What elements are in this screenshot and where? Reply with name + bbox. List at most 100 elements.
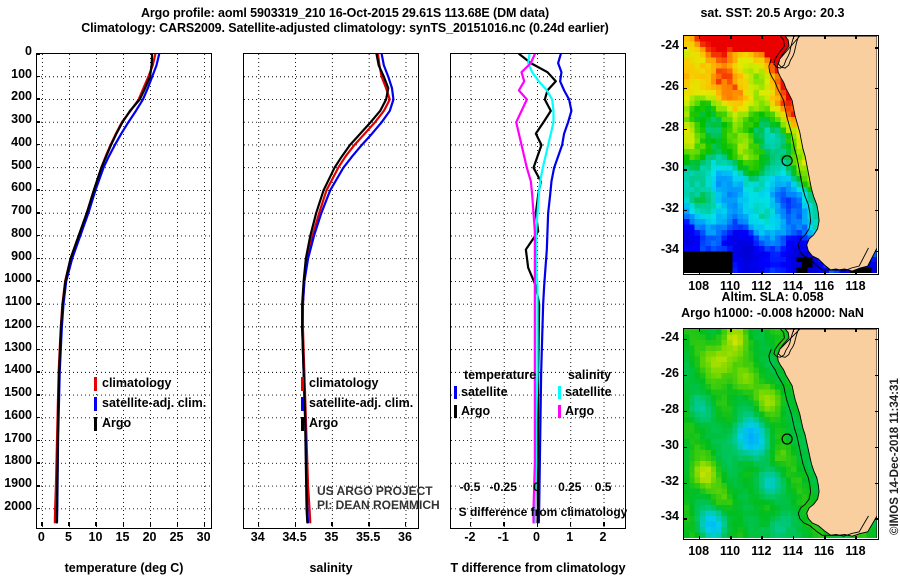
sst-map-lon-tick-112 — [761, 271, 763, 275]
sla-map-lat-tick--32 — [683, 482, 687, 484]
depth-tick-label-100: 100 — [11, 66, 32, 81]
temperature-legend-label-1: satellite-adj. clim. — [102, 395, 207, 410]
tdiff-tick-label--2: -2 — [464, 530, 476, 544]
depth-tick-1300 — [36, 348, 40, 351]
sst-map-lon-tick-110 — [730, 271, 732, 275]
sst-map-lon-label-112: 112 — [751, 279, 772, 293]
difference-salinity-axis-label: S difference from climatology — [458, 505, 628, 519]
temperature-tick-0 — [41, 522, 43, 526]
depth-tick-1800 — [36, 462, 40, 464]
depth-tick-1900 — [36, 485, 40, 487]
temperature-axis-label: temperature (deg C) — [64, 561, 184, 575]
depth-tick-label-1000: 1000 — [4, 271, 32, 286]
sla-map-title-line1: Altim. SLA: 0.058 — [721, 290, 824, 304]
sla-map-title-line2: Argo h1000: -0.008 h2000: NaN — [681, 306, 864, 320]
tdiff-tick--1 — [503, 522, 505, 526]
depth-tick-label-700: 700 — [11, 203, 32, 218]
diff-legend-sal-swatch-0 — [558, 385, 561, 399]
sla-map-lon-label-110: 110 — [719, 544, 741, 558]
difference-panel — [450, 53, 626, 529]
temperature-tick-label-10: 10 — [88, 530, 103, 544]
sla-map-lat-label--34: -34 — [660, 509, 679, 524]
depth-tick-2000 — [36, 507, 40, 510]
temperature-tick-label-5: 5 — [64, 530, 72, 544]
sst-map-lat-tick--34 — [683, 250, 687, 253]
temperature-tick-label-30: 30 — [196, 530, 211, 544]
figure-title-line2: Climatology: CARS2009. Satellite-adjuste… — [81, 21, 609, 35]
depth-tick-200 — [36, 98, 40, 100]
sdiff-tick-label-0: -0.5 — [459, 480, 481, 494]
depth-tick-500 — [36, 166, 40, 169]
sst-map-lon-tick-116 — [824, 271, 826, 275]
temperature-panel — [36, 53, 212, 529]
salinity-legend-swatch-1 — [301, 396, 304, 411]
diff-legend-temp-swatch-0 — [454, 385, 457, 399]
sst-map-lon-tick-top-110 — [730, 35, 732, 39]
sst-map-canvas — [684, 36, 877, 273]
depth-tick-1100 — [36, 303, 40, 305]
salinity-legend-label-2: Argo — [309, 415, 339, 430]
temperature-tick-30 — [203, 522, 206, 526]
salinity-legend-label-0: climatology — [309, 375, 379, 390]
temperature-tick-5 — [68, 522, 70, 526]
sla-map-lat-tick--24 — [683, 338, 687, 341]
temperature-tick-label-15: 15 — [115, 530, 130, 544]
depth-tick-1400 — [36, 371, 40, 373]
sla-map-lon-tick-118 — [855, 536, 857, 540]
depth-tick-label-400: 400 — [11, 134, 32, 149]
sla-map-lon-label-108: 108 — [688, 544, 710, 558]
temperature-plot-canvas — [37, 54, 210, 527]
salinity-legend-swatch-2 — [301, 416, 304, 431]
sst-map-lat-tick-right--24 — [875, 47, 879, 49]
sla-map-lat-tick--34 — [683, 518, 687, 520]
sst-map-lat-label--34: -34 — [660, 241, 679, 256]
sdiff-tick-label-3: 0.25 — [558, 480, 582, 494]
us-argo-project-credit: US ARGO PROJECT — [317, 483, 433, 498]
tdiff-tick-1 — [569, 522, 572, 526]
salinity-legend-label-1: satellite-adj. clim. — [309, 395, 414, 410]
salinity-tick-36 — [404, 522, 407, 526]
depth-tick-label-200: 200 — [11, 89, 32, 104]
sla-map-lat-tick-right--32 — [875, 482, 879, 484]
depth-tick-0 — [36, 53, 40, 55]
sst-map-lon-label-114: 114 — [782, 279, 803, 293]
diff-legend-temp-label-1: Argo — [461, 403, 491, 418]
sst-map-lat-tick-right--30 — [875, 169, 879, 171]
temperature-tick-label-0: 0 — [37, 530, 45, 544]
sla-map-lon-tick-top-116 — [824, 328, 826, 332]
sla-map-lat-tick-right--34 — [875, 518, 879, 520]
depth-tick-label-1900: 1900 — [4, 476, 32, 491]
depth-tick-label-1500: 1500 — [4, 385, 32, 400]
temperature-tick-label-25: 25 — [169, 530, 184, 544]
sla-map-lon-tick-108 — [698, 536, 701, 540]
sst-map-lat-label--24: -24 — [660, 38, 679, 53]
tdiff-tick-label-2: 2 — [599, 530, 607, 544]
depth-tick-900 — [36, 257, 40, 260]
sst-map-lat-tick-right--34 — [875, 250, 879, 253]
sst-map-lon-label-108: 108 — [688, 279, 710, 293]
sla-map-panel — [683, 328, 879, 540]
difference-axis-label: T difference from climatology — [450, 561, 626, 575]
sla-map-lon-tick-top-110 — [730, 328, 732, 332]
diff-legend-sal-label-1: Argo — [565, 403, 595, 418]
depth-tick-1500 — [36, 394, 40, 396]
depth-tick-800 — [36, 234, 40, 237]
tdiff-tick-label-0: 0 — [533, 530, 540, 544]
salinity-tick-35.5 — [368, 522, 370, 526]
depth-tick-label-1800: 1800 — [4, 453, 32, 468]
temperature-legend-label-0: climatology — [102, 375, 172, 390]
salinity-tick-label-36: 36 — [398, 530, 412, 544]
diff-legend-sal-label-0: satellite — [565, 384, 612, 399]
depth-tick-1700 — [36, 439, 40, 442]
sla-map-lon-tick-110 — [730, 536, 732, 540]
depth-tick-100 — [36, 75, 40, 78]
salinity-tick-label-34.5: 34.5 — [282, 530, 307, 544]
diff-legend-temp-label-0: satellite — [461, 384, 508, 399]
sla-map-lat-tick-right--24 — [875, 338, 879, 341]
salinity-panel — [243, 53, 419, 529]
sst-map-lon-tick-118 — [855, 271, 857, 275]
sdiff-tick-label-4: 0.5 — [594, 480, 612, 494]
temperature-legend-swatch-1 — [94, 396, 97, 411]
sst-map-lat-label--32: -32 — [660, 200, 679, 215]
sla-map-lon-label-112: 112 — [751, 544, 772, 558]
